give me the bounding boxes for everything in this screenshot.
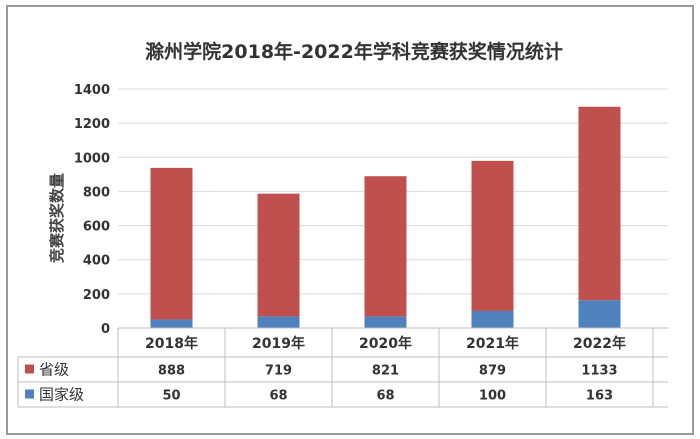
legend-label: 国家级 bbox=[39, 386, 84, 404]
x-category-label: 2021年 bbox=[466, 335, 519, 352]
bar-national bbox=[257, 316, 300, 328]
bar-national bbox=[364, 316, 407, 328]
data-label: 163 bbox=[586, 389, 613, 404]
bar-national bbox=[578, 300, 621, 328]
bar-provincial bbox=[364, 176, 407, 317]
chart: 滁州学院2018年-2022年学科竞赛获奖情况统计 竞赛获奖数量 0 200 400… bbox=[17, 40, 668, 408]
y-tick-label: 600 bbox=[83, 220, 110, 235]
y-tick-label: 400 bbox=[83, 254, 110, 269]
y-axis-label: 竞赛获奖数量 bbox=[48, 173, 66, 263]
x-category-label: 2019年 bbox=[252, 335, 305, 352]
data-label: 879 bbox=[479, 364, 506, 379]
data-label: 68 bbox=[376, 389, 394, 404]
y-tick-label: 1200 bbox=[74, 117, 110, 132]
data-label: 68 bbox=[269, 389, 287, 404]
x-category-label: 2022年 bbox=[573, 335, 626, 352]
legend-swatch bbox=[25, 389, 34, 399]
y-tick-label: 200 bbox=[83, 288, 110, 303]
legend-label: 省级 bbox=[39, 361, 69, 379]
data-label: 719 bbox=[265, 364, 292, 379]
bars bbox=[150, 106, 621, 328]
bar-provincial bbox=[578, 106, 621, 301]
y-tick-label: 0 bbox=[101, 322, 110, 337]
y-tick-label: 1000 bbox=[74, 151, 110, 166]
x-category-label: 2018年 bbox=[145, 335, 198, 352]
bar-national bbox=[150, 319, 193, 328]
y-tick-label: 1400 bbox=[74, 83, 110, 98]
chart-frame: 滁州学院2018年-2022年学科竞赛获奖情况统计 竞赛获奖数量 0 200 400… bbox=[6, 5, 694, 435]
data-label: 50 bbox=[162, 389, 180, 404]
x-category-label: 2020年 bbox=[359, 335, 412, 352]
y-axis-ticks: 0 200 400 600 800 1000 1200 1400 bbox=[74, 83, 110, 337]
bar-national bbox=[471, 310, 514, 328]
data-label: 1133 bbox=[581, 364, 617, 379]
chart-title: 滁州学院2018年-2022年学科竞赛获奖情况统计 bbox=[145, 40, 563, 63]
data-label: 888 bbox=[158, 364, 185, 379]
bar-provincial bbox=[257, 193, 300, 317]
bar-provincial bbox=[471, 160, 514, 311]
legend-swatch bbox=[25, 364, 34, 374]
bar-provincial bbox=[150, 167, 193, 320]
data-label: 100 bbox=[479, 389, 506, 404]
data-label: 821 bbox=[372, 364, 399, 379]
y-tick-label: 800 bbox=[83, 185, 110, 200]
